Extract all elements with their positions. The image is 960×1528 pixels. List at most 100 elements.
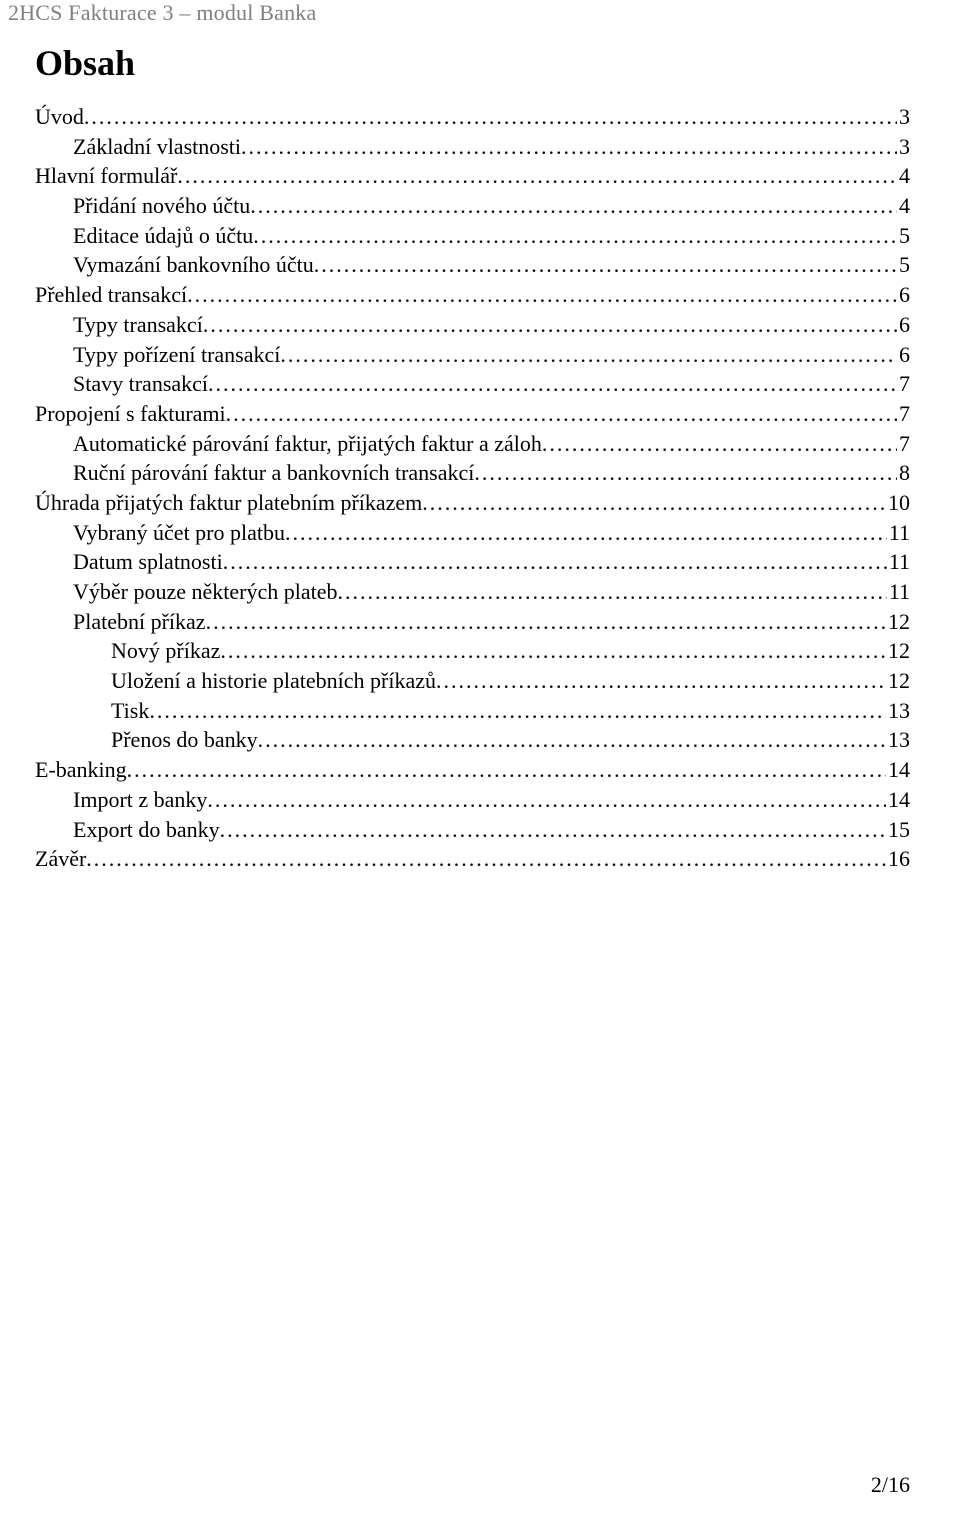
toc-leader-dots <box>542 429 897 459</box>
toc-entry: Úhrada přijatých faktur platebním příkaz… <box>35 488 910 518</box>
toc-entry-page: 10 <box>886 488 910 518</box>
toc-entry-label: Úhrada přijatých faktur platebním příkaz… <box>35 488 422 518</box>
toc-entry-page: 12 <box>886 607 910 637</box>
toc-entry-page: 7 <box>897 399 910 429</box>
toc-entry-page: 12 <box>886 666 910 696</box>
page-number: 2/16 <box>871 1472 910 1498</box>
toc-leader-dots <box>285 518 887 548</box>
toc-entry-label: Uložení a historie platebních příkazů <box>111 666 436 696</box>
toc-leader-dots <box>203 310 897 340</box>
toc-entry-label: Přehled transakcí <box>35 280 187 310</box>
toc-leader-dots <box>220 636 886 666</box>
toc-entry-page: 7 <box>897 429 910 459</box>
toc-entry: Přehled transakcí 6 <box>35 280 910 310</box>
toc-entry-label: Výběr pouze některých plateb <box>73 577 338 607</box>
running-header: 2HCS Fakturace 3 – modul Banka <box>8 0 960 26</box>
toc-entry: Úvod3 <box>35 102 910 132</box>
toc-entry-label: Hlavní formulář <box>35 161 177 191</box>
toc-leader-dots <box>422 488 886 518</box>
toc-entry-label: Vymazání bankovního účtu <box>73 250 314 280</box>
toc-leader-dots <box>206 607 886 637</box>
toc-entry: Tisk 13 <box>35 696 910 726</box>
toc-entry: Typy pořízení transakcí 6 <box>35 340 910 370</box>
toc-entry: E-banking14 <box>35 755 910 785</box>
toc-entry: Automatické párování faktur, přijatých f… <box>35 429 910 459</box>
toc-entry-page: 11 <box>887 577 910 607</box>
toc-leader-dots <box>250 191 897 221</box>
toc-entry: Vybraný účet pro platbu 11 <box>35 518 910 548</box>
toc-entry-page: 11 <box>887 518 910 548</box>
toc-leader-dots <box>223 547 887 577</box>
toc-leader-dots <box>258 725 886 755</box>
document-page: 2HCS Fakturace 3 – modul Banka Obsah Úvo… <box>0 0 960 1528</box>
toc-entry: Import z banky 14 <box>35 785 910 815</box>
toc-entry: Přidání nového účtu 4 <box>35 191 910 221</box>
toc-entry: Základní vlastnosti 3 <box>35 132 910 162</box>
toc-entry-page: 8 <box>897 458 910 488</box>
toc-entry-label: Přenos do banky <box>111 725 258 755</box>
toc-leader-dots <box>84 102 897 132</box>
toc-entry-label: Export do banky <box>73 815 220 845</box>
toc-entry-label: Typy pořízení transakcí <box>73 340 280 370</box>
toc-entry-label: Přidání nového účtu <box>73 191 250 221</box>
toc-leader-dots <box>127 755 886 785</box>
toc-leader-dots <box>226 399 897 429</box>
toc-entry-page: 6 <box>897 280 910 310</box>
toc-entry-label: Datum splatnosti <box>73 547 223 577</box>
toc-leader-dots <box>436 666 886 696</box>
toc-entry-page: 4 <box>897 191 910 221</box>
toc-entry-label: Import z banky <box>73 785 207 815</box>
toc-entry-page: 5 <box>897 221 910 251</box>
toc-entry-label: Typy transakcí <box>73 310 203 340</box>
toc-entry-page: 14 <box>886 755 910 785</box>
toc-entry-page: 3 <box>897 102 910 132</box>
toc-entry: Hlavní formulář 4 <box>35 161 910 191</box>
toc-leader-dots <box>220 815 886 845</box>
toc-leader-dots <box>149 696 886 726</box>
toc-leader-dots <box>187 280 897 310</box>
toc-entry-page: 13 <box>886 696 910 726</box>
toc-entry-label: Základní vlastnosti <box>73 132 241 162</box>
toc-entry: Výběr pouze některých plateb 11 <box>35 577 910 607</box>
toc-entry: Nový příkaz12 <box>35 636 910 666</box>
toc-leader-dots <box>338 577 887 607</box>
toc-entry: Ruční párování faktur a bankovních trans… <box>35 458 910 488</box>
toc-leader-dots <box>280 340 897 370</box>
toc-entry-page: 7 <box>897 369 910 399</box>
toc-entry-page: 6 <box>897 340 910 370</box>
toc-entry-label: Propojení s fakturami <box>35 399 226 429</box>
toc-entry-page: 12 <box>886 636 910 666</box>
toc-entry-label: Editace údajů o účtu <box>73 221 253 251</box>
toc-entry: Uložení a historie platebních příkazů 12 <box>35 666 910 696</box>
toc-entry-label: Závěr <box>35 844 86 874</box>
toc-entry-page: 4 <box>897 161 910 191</box>
toc-entry-label: Platební příkaz <box>73 607 206 637</box>
page-content: Obsah Úvod3Základní vlastnosti3Hlavní fo… <box>35 42 910 874</box>
toc-leader-dots <box>241 132 897 162</box>
toc-entry: Datum splatnosti11 <box>35 547 910 577</box>
toc-entry-page: 5 <box>897 250 910 280</box>
toc-entry: Export do banky 15 <box>35 815 910 845</box>
toc-entry-label: Stavy transakcí <box>73 369 208 399</box>
table-of-contents: Úvod3Základní vlastnosti3Hlavní formulář… <box>35 102 910 874</box>
toc-leader-dots <box>208 369 897 399</box>
toc-leader-dots <box>314 250 897 280</box>
toc-leader-dots <box>253 221 897 251</box>
toc-leader-dots <box>474 458 897 488</box>
toc-entry: Propojení s fakturami 7 <box>35 399 910 429</box>
toc-entry-label: Vybraný účet pro platbu <box>73 518 285 548</box>
toc-leader-dots <box>86 844 886 874</box>
toc-entry-page: 3 <box>897 132 910 162</box>
toc-leader-dots <box>207 785 886 815</box>
toc-entry-label: Automatické párování faktur, přijatých f… <box>73 429 542 459</box>
toc-entry-page: 14 <box>886 785 910 815</box>
toc-entry-label: Ruční párování faktur a bankovních trans… <box>73 458 474 488</box>
page-title: Obsah <box>35 42 910 84</box>
toc-entry: Vymazání bankovního účtu 5 <box>35 250 910 280</box>
toc-entry: Typy transakcí6 <box>35 310 910 340</box>
toc-entry: Editace údajů o účtu 5 <box>35 221 910 251</box>
toc-leader-dots <box>177 161 897 191</box>
toc-entry-page: 15 <box>886 815 910 845</box>
toc-entry-label: Tisk <box>111 696 149 726</box>
toc-entry: Závěr16 <box>35 844 910 874</box>
